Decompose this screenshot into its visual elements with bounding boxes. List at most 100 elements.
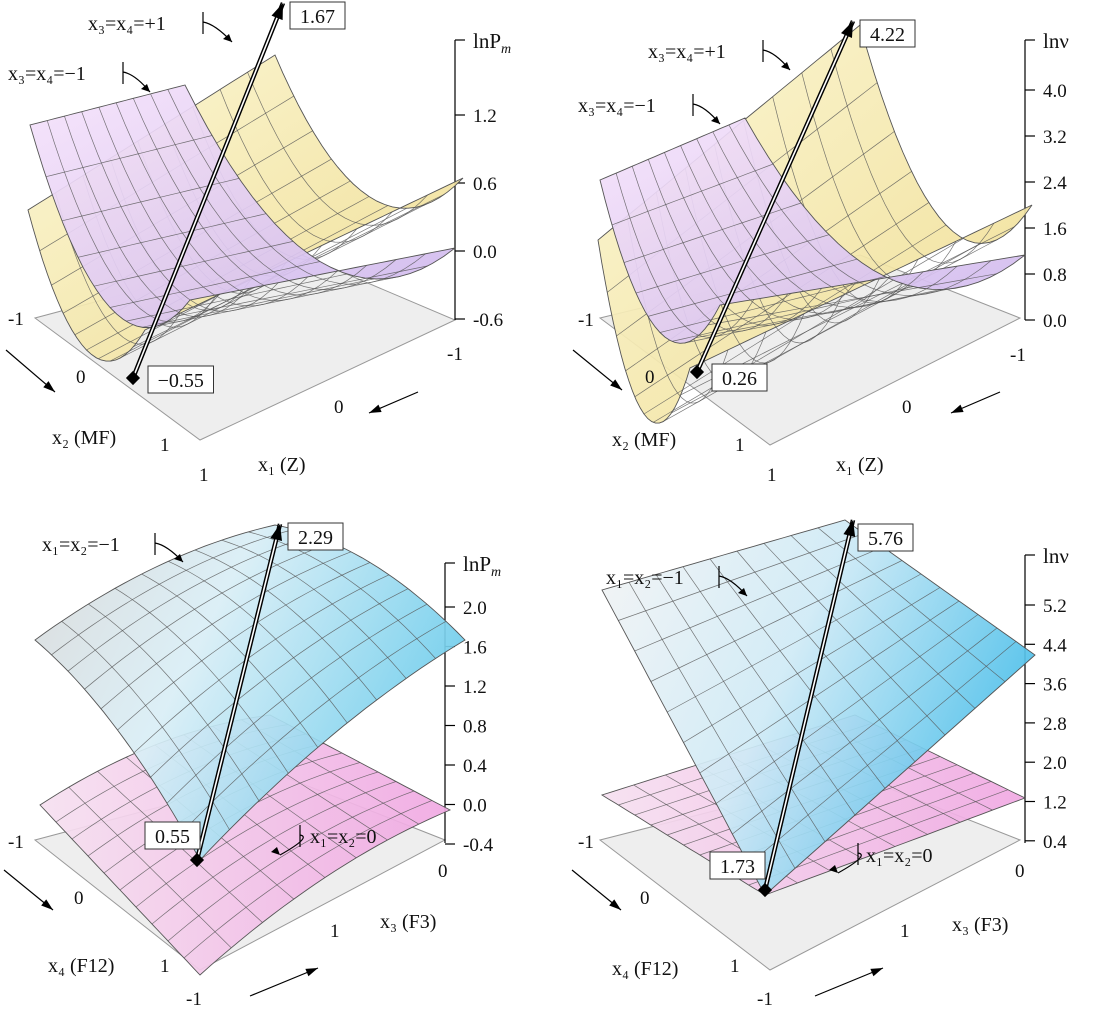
z-tick-label: 0.8 <box>463 717 487 738</box>
x2-tick-label: 1 <box>160 435 170 456</box>
surface-upper-gridline <box>790 535 976 709</box>
surface-upper-gridline <box>55 192 181 345</box>
z-tick-label: 2.4 <box>1043 173 1067 194</box>
x2-tick-label: -1 <box>8 309 24 330</box>
x3-direction-arrow <box>249 967 319 997</box>
z-axis-label: lnPm <box>473 29 511 57</box>
max-value-label-box <box>859 19 916 48</box>
z-tick-label: 3.2 <box>1043 127 1067 148</box>
x3-direction-arrow <box>814 967 884 997</box>
curve-label-upper-arrowhead <box>174 554 183 562</box>
panel-2: 4.0 3.2 2.4 1.6 0.8 0.0 lnν 4.22 0.26 x₃=x₄=+1 x₃=… <box>572 19 1069 486</box>
z-tick-label: 1.6 <box>1043 219 1067 240</box>
x4-direction-arrow-head <box>609 899 621 910</box>
range-arrow-head <box>841 21 853 39</box>
z-tick-label: -0.4 <box>463 835 494 856</box>
z-tick-label: 0.0 <box>463 796 487 817</box>
surface-lower-gridline <box>615 173 755 338</box>
x1-tick-label: 1 <box>767 465 777 486</box>
range-arrow-head <box>270 524 282 541</box>
panel-1: 1.2 0.6 0.0 -0.6 lnPm 1.67 −0.55 x₃=x₄=+1 x₃=x₄=… <box>5 1 511 486</box>
range-arrow-core <box>132 2 284 379</box>
surface-upper-gridline <box>618 533 865 621</box>
surface-lower-gridline <box>64 115 250 318</box>
x3-axis-label: x₃ (F3) <box>380 911 436 933</box>
surface-upper <box>601 519 1036 896</box>
x1-tick-label: -1 <box>447 344 463 365</box>
x4-direction-arrow-head <box>41 899 53 910</box>
surface-lower-gridline <box>647 258 858 317</box>
surface-lower-gridline <box>707 273 998 326</box>
surface-upper-gridline <box>655 574 826 842</box>
surface-lower-gridline <box>81 111 279 312</box>
surface-upper-gridline <box>248 531 436 659</box>
curve-label-upper-arrowhead <box>738 588 747 596</box>
x4-tick-label: 0 <box>74 888 84 909</box>
max-value-label: 5.76 <box>868 528 903 550</box>
z-tick-label: 4.0 <box>1043 81 1067 102</box>
panel-4: 5.2 4.4 3.6 2.8 2.0 1.2 0.4 lnν 5.76 1.73 x₁=x₂=−1… <box>571 519 1069 1010</box>
surface-upper-gridline <box>219 89 393 243</box>
curve-label-upper: x₁=x₂=−1 <box>42 534 120 556</box>
surface-lower-gridline <box>133 98 367 296</box>
surface-lower-gridline <box>45 135 213 178</box>
x3-tick-label: 0 <box>438 861 448 882</box>
x3-axis-label: x₃ (F3) <box>952 914 1008 936</box>
surface-lower-gridline <box>696 138 924 308</box>
curve-label-upper: x₃=x₄=+1 <box>648 41 726 63</box>
range-arrow-start-marker <box>189 852 205 868</box>
curve-label-upper: x₃=x₄=+1 <box>88 13 166 35</box>
surface-lower <box>29 84 456 328</box>
range-arrow-core <box>196 523 281 861</box>
min-value-label: 0.55 <box>155 826 190 848</box>
range-arrow-core <box>764 519 854 891</box>
surface-upper-gridline <box>100 551 352 710</box>
surface-lower-gridline <box>77 213 267 258</box>
z-tick-label: 1.2 <box>463 677 487 698</box>
surface-lower-gridline <box>173 265 429 318</box>
z-tick-label: 2.0 <box>463 598 487 619</box>
surface-upper-gridline <box>141 573 319 748</box>
surface-upper-gridline <box>117 562 371 731</box>
surface-lower-gridline <box>648 159 822 326</box>
surface-lower-gridline <box>659 276 886 333</box>
surface-upper-gridline <box>732 627 998 835</box>
curve-label-upper: x₁=x₂=−1 <box>606 567 684 589</box>
min-value-label: −0.55 <box>158 370 204 392</box>
max-value-label-box <box>289 1 346 30</box>
x4-axis-label: x₄ (F12) <box>612 958 678 980</box>
surface-lower-gridline <box>680 145 890 314</box>
surface-upper-gridline <box>221 539 407 679</box>
x4-tick-label: -1 <box>186 989 202 1010</box>
z-axis-label: lnν <box>1043 544 1069 568</box>
z-axis-label: lnν <box>1043 29 1069 53</box>
surface-upper-gridline <box>634 202 929 398</box>
x3-tick-label: 1 <box>900 921 910 942</box>
x2-direction-arrow-head <box>43 381 55 392</box>
z-axis-label: lnPm <box>463 552 501 580</box>
min-value-label-box <box>711 363 768 392</box>
max-value-label: 2.29 <box>298 527 333 549</box>
x3-direction-arrow-head <box>870 968 883 977</box>
z-tick-label: 0.4 <box>1043 832 1067 853</box>
curve-label-lower-arrowhead <box>141 84 150 92</box>
surface-upper-gridline <box>194 549 377 701</box>
x1-tick-label: 0 <box>902 397 912 418</box>
x4-axis-label: x₄ (F12) <box>48 955 114 977</box>
x4-tick-label: -1 <box>578 832 594 853</box>
range-arrow-core <box>696 20 854 373</box>
surface-upper-gridline <box>88 603 260 801</box>
x1-direction-arrow-head <box>951 404 964 413</box>
surface-upper-gridline <box>51 528 295 656</box>
surface-lower-gridline <box>167 89 426 285</box>
max-value-label-box <box>287 522 344 551</box>
x4-tick-label: 1 <box>160 956 170 977</box>
x2-axis-label: x₂ (MF) <box>52 427 116 449</box>
surface-lower-gridline <box>664 152 856 320</box>
surface-lower-gridline <box>115 102 338 301</box>
range-arrow-head <box>843 520 856 537</box>
curve-label-lower-leader <box>279 825 304 856</box>
surface-upper-gridline <box>628 582 796 869</box>
x2-tick-label: 1 <box>735 435 745 456</box>
